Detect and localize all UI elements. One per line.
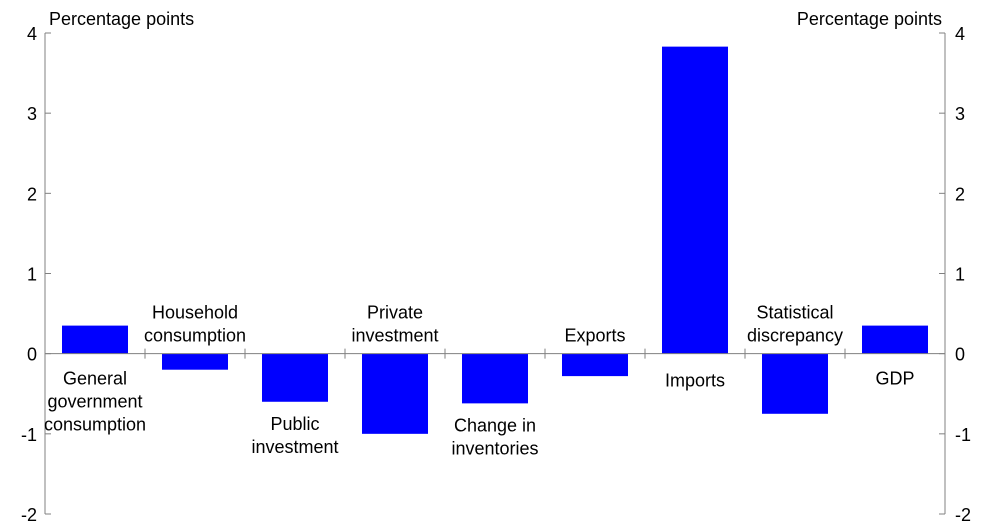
category-label: General government consumption xyxy=(44,369,146,435)
category-label: Household consumption xyxy=(144,303,246,346)
category-label-line: Household xyxy=(152,303,238,323)
right-y-tick-label: 0 xyxy=(955,345,965,365)
category-label-line: investment xyxy=(251,437,338,457)
category-label-line: consumption xyxy=(44,415,146,435)
bar xyxy=(662,46,728,354)
left-y-tick-label: 0 xyxy=(27,345,37,365)
left-y-tick-label: -1 xyxy=(21,425,37,445)
category-label-line: Statistical xyxy=(756,303,833,323)
category-label-line: discrepancy xyxy=(747,326,843,346)
bar xyxy=(62,325,128,354)
labels-layer: -2 -2 -1 -1 0 0 1 1 2 2 3 3 4 4 General government consu… xyxy=(21,24,971,524)
category-label: Exports xyxy=(564,326,625,346)
right-y-tick-label: 1 xyxy=(955,265,965,285)
category-label-line: Exports xyxy=(564,326,625,346)
left-y-tick-label: 3 xyxy=(27,104,37,124)
category-label: Change in inventories xyxy=(451,415,538,458)
category-label-line: consumption xyxy=(144,326,246,346)
left-y-tick-label: -2 xyxy=(21,505,37,524)
category-label: Private investment xyxy=(351,303,438,346)
right-y-tick-label: 2 xyxy=(955,184,965,204)
bar xyxy=(262,353,328,402)
category-label-line: inventories xyxy=(451,438,538,458)
right-y-tick-label: -2 xyxy=(955,505,971,524)
bar xyxy=(862,325,928,354)
category-label: GDP xyxy=(875,369,914,389)
right-unit-label: Percentage points xyxy=(797,9,942,29)
right-y-tick-label: -1 xyxy=(955,425,971,445)
bars-layer xyxy=(62,46,928,434)
right-y-tick-label: 3 xyxy=(955,104,965,124)
bar xyxy=(462,353,528,404)
category-label-line: Change in xyxy=(454,415,536,435)
category-label: Statistical discrepancy xyxy=(747,303,843,346)
category-label-line: Imports xyxy=(665,371,725,391)
category-label-line: investment xyxy=(351,326,438,346)
bar xyxy=(562,353,628,377)
left-y-tick-label: 1 xyxy=(27,265,37,285)
category-label-line: General xyxy=(63,369,127,389)
left-y-tick-label: 2 xyxy=(27,184,37,204)
category-label-line: Public xyxy=(270,414,319,434)
bar xyxy=(762,353,828,414)
category-label-line: GDP xyxy=(875,369,914,389)
category-label: Imports xyxy=(665,371,725,391)
category-label: Public investment xyxy=(251,414,338,457)
left-unit-label: Percentage points xyxy=(49,9,194,29)
right-y-tick-label: 4 xyxy=(955,24,965,44)
left-y-tick-label: 4 xyxy=(27,24,37,44)
category-label-line: Private xyxy=(367,303,423,323)
bar xyxy=(362,353,428,434)
bar xyxy=(162,353,228,370)
category-label-line: government xyxy=(47,392,142,412)
